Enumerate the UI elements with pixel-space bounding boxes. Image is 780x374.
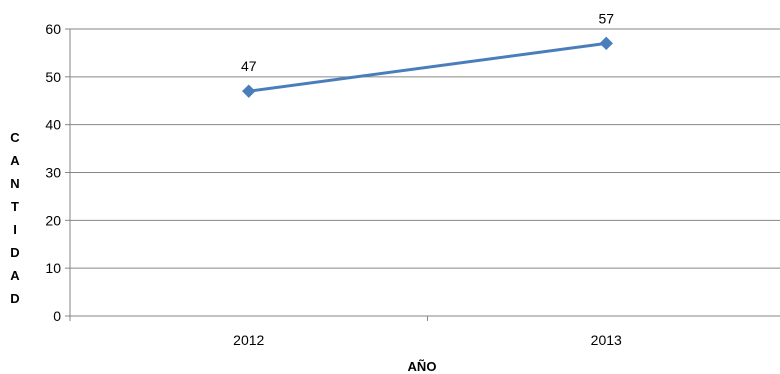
y-axis-title-letter: D	[10, 245, 19, 260]
y-tick-label-40: 40	[45, 117, 61, 133]
y-axis-title-letter: T	[11, 199, 19, 214]
y-tick-label-30: 30	[45, 165, 61, 181]
series-group	[242, 36, 613, 98]
data-label-2012: 47	[241, 58, 257, 74]
x-tick-label-2013: 2013	[591, 332, 622, 348]
y-tick-label-10: 10	[45, 260, 61, 276]
gridlines	[70, 28, 780, 269]
y-axis-title-letter: A	[10, 268, 20, 283]
y-axis-title-letter: A	[10, 153, 20, 168]
axes	[65, 28, 780, 321]
y-tick-label-20: 20	[45, 212, 61, 228]
data-point-2012	[242, 84, 256, 98]
y-tick-label-0: 0	[53, 308, 61, 324]
y-axis-title-letter: C	[10, 130, 20, 145]
data-point-2013	[599, 36, 613, 51]
data-labels: 47 57	[241, 10, 614, 74]
y-tick-labels: 0 10 20 30 40 50 60	[45, 21, 61, 324]
x-axis-title: AÑO	[408, 359, 437, 374]
series-line	[248, 41, 607, 93]
y-axis-title-letter: N	[10, 176, 19, 191]
x-tick-label-2012: 2012	[233, 332, 264, 348]
x-tick-labels: 2012 2013	[233, 332, 622, 348]
y-tick-label-50: 50	[45, 69, 61, 85]
y-axis-title-letter: I	[13, 222, 17, 237]
data-label-2013: 57	[598, 10, 614, 26]
y-axis-title-letter: D	[10, 291, 19, 306]
y-tick-label-60: 60	[45, 21, 61, 37]
